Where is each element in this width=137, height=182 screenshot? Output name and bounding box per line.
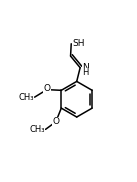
Text: O: O xyxy=(52,117,59,126)
Text: CH₃: CH₃ xyxy=(29,125,45,134)
Text: O: O xyxy=(43,84,50,93)
Text: N: N xyxy=(82,63,89,72)
Text: CH₃: CH₃ xyxy=(18,93,34,102)
Text: H: H xyxy=(82,68,89,77)
Text: SH: SH xyxy=(73,39,85,48)
